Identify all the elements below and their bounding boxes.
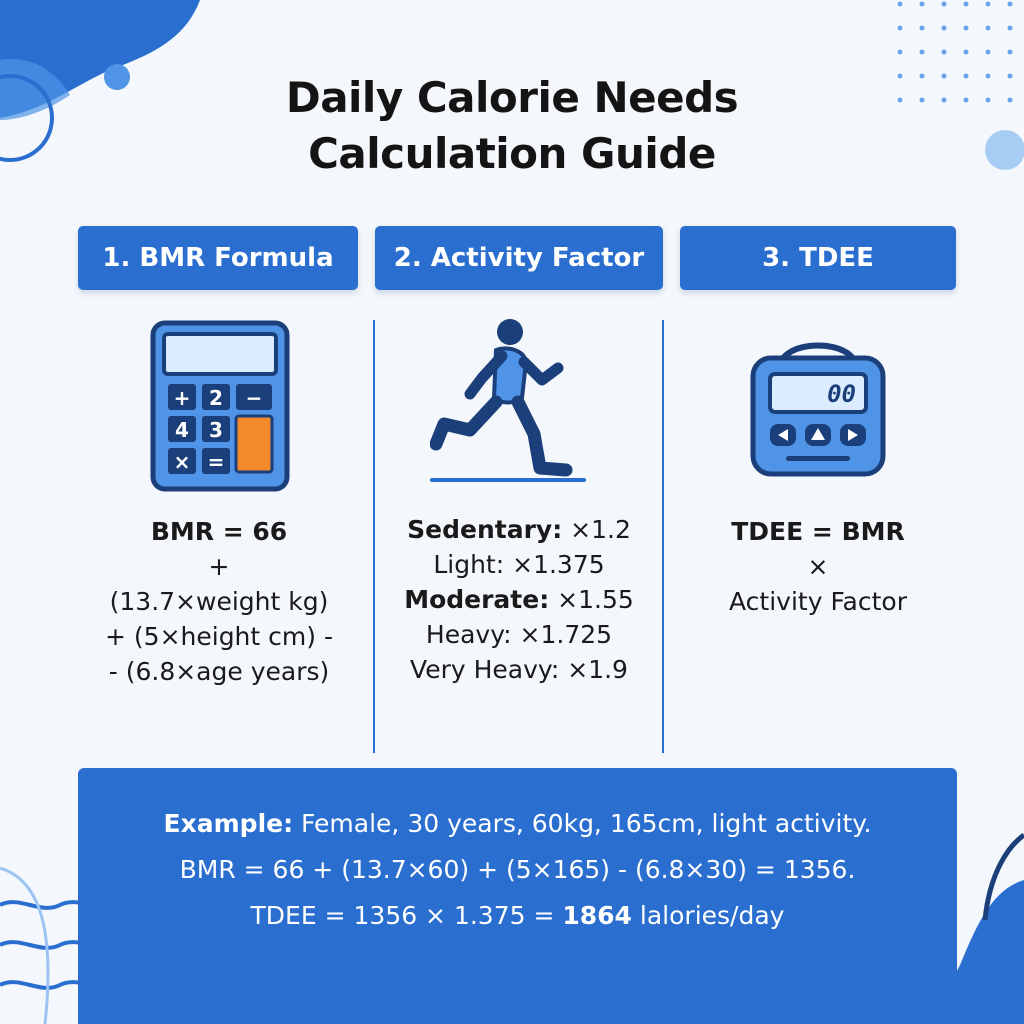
example-panel: Example: Female, 30 years, 60kg, 165cm, … bbox=[78, 768, 957, 1024]
right-light-dot bbox=[985, 130, 1024, 170]
calc-key-plus: + bbox=[174, 386, 191, 410]
calc-key-4: 4 bbox=[175, 418, 189, 442]
bottom-right-ring bbox=[982, 832, 1024, 921]
column-divider-left bbox=[373, 320, 375, 753]
calc-key-times: × bbox=[174, 450, 191, 474]
page-title: Daily Calorie Needs Calculation Guide bbox=[112, 70, 912, 182]
example-label: Example: bbox=[163, 809, 294, 838]
top-left-blob-light bbox=[0, 59, 70, 120]
bmr-line-2: + bbox=[208, 552, 230, 581]
tdee-line-2: × bbox=[807, 552, 829, 581]
top-right-dot-grid bbox=[897, 1, 1013, 103]
bmr-formula-text: BMR = 66 + (13.7×weight kg) + (5×height … bbox=[80, 514, 358, 689]
level-factor: ×1.375 bbox=[504, 550, 605, 579]
level-factor: ×1.9 bbox=[559, 655, 628, 684]
activity-level-heavy: Heavy: ×1.725 bbox=[378, 617, 660, 652]
bmr-line-5: - (6.8×age years) bbox=[108, 657, 330, 686]
running-person-icon bbox=[430, 319, 586, 482]
tdee-result-unit: lalories/day bbox=[631, 901, 785, 930]
level-label: Light: bbox=[433, 550, 505, 579]
calculator-icon: + 2 − 4 3 × = bbox=[150, 320, 290, 492]
level-factor: ×1.725 bbox=[511, 620, 613, 649]
tdee-formula-text: TDEE = BMR × Activity Factor bbox=[680, 514, 956, 619]
activity-factor-header: 2. Activity Factor bbox=[375, 226, 663, 290]
calc-key-minus: − bbox=[246, 386, 263, 410]
example-description: Female, 30 years, 60kg, 165cm, light act… bbox=[293, 809, 872, 838]
activity-factor-list: Sedentary: ×1.2 Light: ×1.375 Moderate: … bbox=[378, 512, 660, 687]
tdee-calc-prefix: TDEE = 1356 × 1.375 = bbox=[250, 901, 563, 930]
column-divider-right bbox=[662, 320, 664, 753]
bmr-line-4: + (5×height cm) - bbox=[105, 622, 333, 651]
title-line-2: Calculation Guide bbox=[308, 129, 716, 178]
level-label: Very Heavy: bbox=[410, 655, 560, 684]
level-label: Heavy: bbox=[425, 620, 512, 649]
top-left-ring bbox=[0, 74, 54, 162]
activity-level-very-heavy: Very Heavy: ×1.9 bbox=[378, 652, 660, 687]
calc-key-2: 2 bbox=[209, 386, 223, 410]
tdee-result-value: 1864 bbox=[562, 901, 632, 930]
tdee-header: 3. TDEE bbox=[680, 226, 956, 290]
activity-level-moderate: Moderate: ×1.55 bbox=[378, 582, 660, 617]
calc-key-equals: = bbox=[208, 450, 225, 474]
level-label: Moderate: bbox=[404, 585, 550, 614]
level-factor: ×1.55 bbox=[549, 585, 634, 614]
example-line-2: BMR = 66 + (13.7×60) + (5×165) - (6.8×30… bbox=[179, 855, 856, 884]
title-line-1: Daily Calorie Needs bbox=[285, 73, 739, 122]
calc-key-3: 3 bbox=[209, 418, 223, 442]
bmr-formula-header: 1. BMR Formula bbox=[78, 226, 358, 290]
level-factor: ×1.2 bbox=[562, 515, 631, 544]
bmr-line-3: (13.7×weight kg) bbox=[109, 587, 329, 616]
example-line-3: TDEE = 1356 × 1.375 = 1864 lalories/day bbox=[78, 893, 957, 939]
bmr-line-1: BMR = 66 bbox=[150, 517, 288, 546]
timer-display: 00 bbox=[827, 380, 856, 408]
activity-level-light: Light: ×1.375 bbox=[378, 547, 660, 582]
digital-timer-icon: 00 bbox=[750, 342, 886, 477]
activity-level-sedentary: Sedentary: ×1.2 bbox=[378, 512, 660, 547]
bottom-left-arc bbox=[0, 866, 50, 1024]
example-line-1: Example: Female, 30 years, 60kg, 165cm, … bbox=[78, 801, 957, 847]
tdee-line-1: TDEE = BMR bbox=[731, 517, 905, 546]
tdee-line-3: Activity Factor bbox=[729, 587, 907, 616]
level-label: Sedentary: bbox=[407, 515, 563, 544]
